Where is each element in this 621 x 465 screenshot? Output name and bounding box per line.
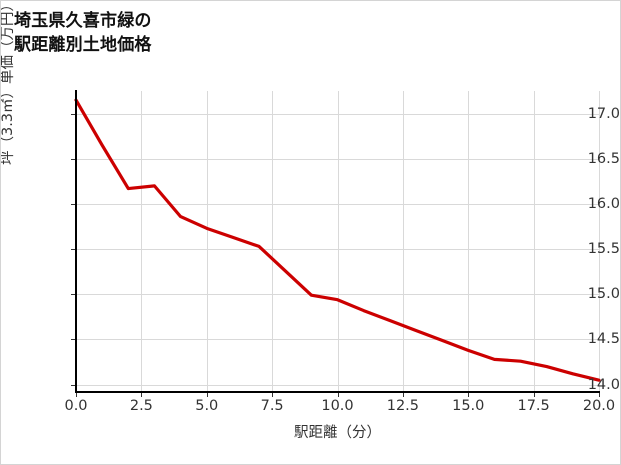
y-axis-label: 坪（3.3㎡）単価（万円）	[0, 0, 16, 166]
x-tick-label-8: 20.0	[582, 398, 616, 414]
y-tick-mark-4	[71, 203, 75, 205]
x-tick-mark-1	[141, 393, 143, 397]
y-tick-label-4: 16.0	[587, 195, 620, 212]
gridline-x-7	[533, 91, 535, 391]
plot-area	[74, 91, 601, 391]
x-tick-mark-7	[533, 393, 535, 397]
line-series	[74, 98, 601, 382]
gridline-x-2	[206, 91, 208, 391]
x-tick-mark-2	[206, 393, 208, 397]
x-axis-spine	[75, 391, 600, 393]
x-tick-mark-0	[76, 393, 77, 397]
y-tick-label-1: 14.5	[587, 331, 620, 348]
x-tick-mark-3	[272, 393, 274, 397]
y-tick-label-6: 17.0	[587, 105, 620, 122]
x-tick-label-5: 12.5	[386, 398, 420, 414]
x-tick-mark-8	[599, 393, 600, 397]
gridline-x-1	[141, 91, 143, 391]
y-tick-mark-2	[71, 294, 75, 296]
x-tick-label-4: 10.0	[321, 398, 354, 414]
y-tick-mark-6	[71, 113, 75, 115]
x-tick-label-6: 15.0	[452, 398, 485, 414]
y-tick-label-5: 16.5	[587, 150, 620, 167]
chart-title: 埼玉県久喜市緑の 駅距離別土地価格	[14, 11, 152, 56]
x-axis-label: 駅距離（分）	[294, 425, 381, 441]
y-tick-label-2: 15.0	[587, 286, 620, 303]
x-tick-label-1: 2.5	[129, 398, 153, 414]
x-tick-mark-4	[337, 393, 339, 397]
gridline-x-6	[468, 91, 470, 391]
gridline-x-5	[402, 91, 404, 391]
gridline-x-4	[337, 91, 339, 391]
y-tick-label-3: 15.5	[587, 241, 620, 258]
x-tick-label-7: 17.5	[517, 398, 550, 414]
x-tick-label-2: 5.0	[195, 398, 219, 414]
x-tick-label-0: 0.0	[64, 398, 88, 414]
y-tick-mark-5	[71, 158, 75, 160]
gridline-x-8	[599, 91, 600, 391]
y-tick-mark-0	[71, 384, 75, 386]
gridline-x-3	[272, 91, 274, 391]
y-tick-label-0: 14.0	[587, 376, 620, 393]
x-tick-label-3: 7.5	[260, 398, 284, 414]
series-polyline	[74, 98, 601, 382]
y-tick-mark-1	[71, 339, 75, 341]
y-axis-spine	[75, 90, 77, 393]
y-tick-mark-3	[71, 249, 75, 251]
x-tick-mark-6	[468, 393, 470, 397]
x-tick-mark-5	[402, 393, 404, 397]
